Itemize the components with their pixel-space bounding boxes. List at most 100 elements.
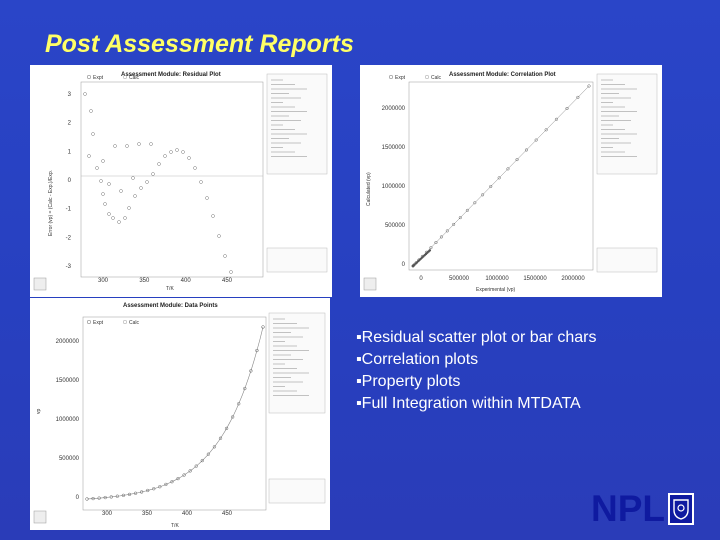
residual-point <box>205 196 209 200</box>
info-panel-lines <box>273 318 309 396</box>
correlation-point <box>452 222 456 227</box>
legend-marker <box>122 319 128 325</box>
data-point <box>115 494 119 498</box>
fitted-curve <box>86 326 264 500</box>
y-tick-label: 0 <box>402 262 406 268</box>
data-point <box>164 482 168 487</box>
y-axis-label: Calculated (vp) <box>366 172 372 206</box>
correlation-point <box>515 158 519 162</box>
x-tick-label: 2000000 <box>561 276 585 282</box>
info-panel-lines <box>601 79 637 157</box>
y-tick-label: 1 <box>68 149 72 155</box>
correlation-point <box>565 106 569 111</box>
y-tick-label: -3 <box>66 264 72 270</box>
status-panel <box>596 247 658 273</box>
data-points <box>85 325 265 501</box>
y-tick-label: 500000 <box>59 456 80 462</box>
data-point <box>255 348 259 353</box>
data-point <box>121 493 126 498</box>
correlation-point <box>434 240 438 245</box>
x-ticks: 0 500000 1000000 1500000 2000000 <box>419 276 585 282</box>
data-point <box>237 402 241 406</box>
residual-point <box>99 179 103 183</box>
x-tick-label: 350 <box>139 278 150 284</box>
correlation-point <box>439 235 443 239</box>
bullet-item: ▪Full Integration within MTDATA <box>356 393 596 415</box>
residual-plot-screenshot: Assessment Module: Residual Plot Expt Ca… <box>30 65 332 297</box>
residual-point <box>125 144 129 148</box>
data-point <box>127 492 132 497</box>
npl-logo: NPL <box>591 490 694 527</box>
residual-point <box>139 186 143 190</box>
x-tick-label: 1500000 <box>523 276 547 282</box>
y-tick-label: 1000000 <box>382 184 406 190</box>
residual-point <box>83 92 87 96</box>
residual-point <box>107 212 111 216</box>
residual-point <box>151 172 155 176</box>
x-tick-label: 1000000 <box>485 276 509 282</box>
residual-point <box>199 180 203 184</box>
y-tick-label: 2000000 <box>382 106 406 112</box>
y-tick-label: 1500000 <box>382 145 406 151</box>
window-icon <box>33 277 47 291</box>
data-points <box>411 84 591 268</box>
residual-point <box>103 202 107 206</box>
residual-point <box>119 189 123 193</box>
data-point <box>224 426 229 431</box>
data-point <box>206 452 211 456</box>
data-point <box>212 445 217 449</box>
y-ticks: 2000000 1500000 1000000 500000 0 <box>56 339 80 501</box>
data-point <box>109 495 113 499</box>
residual-point <box>87 154 91 158</box>
status-panel <box>266 247 328 273</box>
window-icon <box>33 510 47 524</box>
legend-marker <box>424 74 430 80</box>
x-tick-label: 300 <box>98 278 109 284</box>
x-ticks: 300 350 400 450 <box>102 511 233 517</box>
plot-frame <box>408 81 594 271</box>
y-tick-label: 500000 <box>385 223 406 229</box>
x-axis-label: T/K <box>166 286 174 292</box>
legend-entry: Expt <box>93 320 104 326</box>
bullet-item: ▪Correlation plots <box>356 349 596 371</box>
x-ticks: 300 350 400 450 <box>98 278 233 284</box>
data-points <box>83 92 233 274</box>
residual-point <box>101 192 105 196</box>
correlation-point <box>497 176 501 180</box>
legend-entry: Calc <box>129 320 140 326</box>
correlation-plot-screenshot: Assessment Module: Correlation Plot Expt… <box>360 65 662 297</box>
data-points-screenshot: Assessment Module: Data Points Expt Calc… <box>30 298 330 530</box>
data-point <box>133 491 138 495</box>
data-point <box>200 458 204 463</box>
bullet-item: ▪Property plots <box>356 371 596 393</box>
correlation-point <box>489 184 493 189</box>
bullet-marker: ▪ <box>356 351 362 368</box>
correlation-point <box>524 148 529 152</box>
plot-frame <box>82 316 267 511</box>
correlation-plot: Assessment Module: Correlation Plot Expt… <box>363 72 658 293</box>
info-panel <box>596 73 658 175</box>
correlation-point <box>481 193 485 197</box>
residual-point <box>223 254 227 258</box>
y-tick-label: 2 <box>68 121 72 127</box>
legend-entry: Expt <box>395 75 406 81</box>
x-axis-label: T/K <box>171 523 179 529</box>
data-point <box>97 496 101 500</box>
x-tick-label: 450 <box>222 511 233 517</box>
legend-marker <box>86 74 92 80</box>
data-point <box>188 469 192 473</box>
status-panel <box>268 478 326 504</box>
y-tick-label: -1 <box>66 207 72 213</box>
data-point <box>103 495 107 500</box>
info-panel-lines <box>271 79 307 157</box>
correlation-point <box>445 229 449 233</box>
logo-text: NPL <box>591 488 665 529</box>
slide-title: Post Assessment Reports <box>45 30 354 58</box>
correlation-point <box>465 208 469 212</box>
bullet-marker: ▪ <box>356 373 362 390</box>
data-point <box>249 369 253 373</box>
residual-point <box>157 162 161 166</box>
bullet-text: Property plots <box>361 373 461 390</box>
crest-icon <box>668 492 694 525</box>
bullet-item: ▪Residual scatter plot or bar chars <box>356 327 596 349</box>
